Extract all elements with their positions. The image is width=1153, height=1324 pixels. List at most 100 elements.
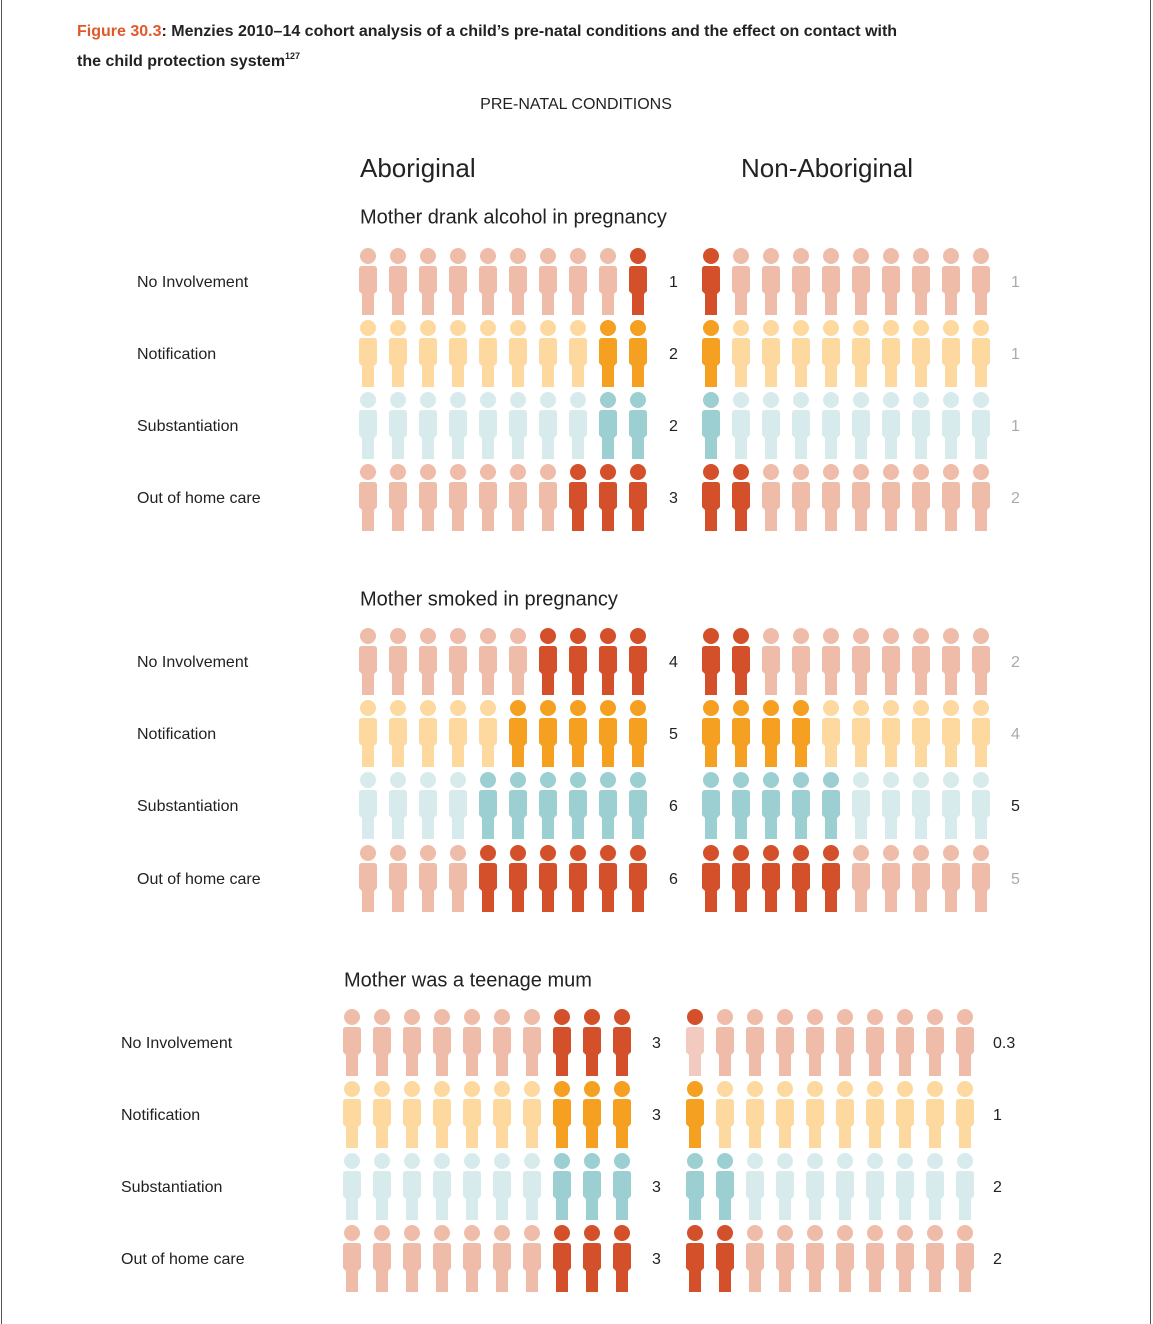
icon-head [943,700,959,716]
icon-head [524,1009,540,1025]
icon-body [343,1027,361,1076]
icon-body [822,646,840,695]
icon-head [524,1081,540,1097]
icon-head [927,1225,943,1241]
icon-head [747,1009,763,1025]
icon-head [450,772,466,788]
icon-body [419,718,437,767]
value-label: 1 [1011,346,1020,363]
icon-head [600,845,616,861]
icon-head [807,1225,823,1241]
icon-head [420,628,436,644]
icon-head [763,392,779,408]
icon-body [686,1243,704,1292]
icon-head [450,392,466,408]
icon-head [943,464,959,480]
icon-head [390,392,406,408]
value-label: 3 [652,1251,661,1268]
icon-head [837,1081,853,1097]
icon-head [584,1153,600,1169]
icon-row-base [343,1225,541,1292]
icon-body [956,1171,974,1220]
icon-body [866,1171,884,1220]
icon-head [717,1081,733,1097]
panel-title: Mother was a teenage mum [344,969,592,991]
icon-body [762,646,780,695]
icon-head [584,1081,600,1097]
icon-head [420,772,436,788]
icon-body [389,482,407,531]
icon-body [776,1171,794,1220]
icon-body [912,410,930,459]
icon-head [614,1081,630,1097]
icon-body [836,1243,854,1292]
icon-body [686,1171,704,1220]
icon-body [419,863,437,912]
icon-head [777,1153,793,1169]
icon-body [539,718,557,767]
icon-body [716,1243,734,1292]
icon-body [912,790,930,839]
highlighted-icons [479,845,647,912]
icon-head [943,392,959,408]
footnote: 127 [285,51,300,61]
icon-head [913,700,929,716]
panel-title: Mother smoked in pregnancy [360,588,618,610]
icon-head [687,1081,703,1097]
icon-row-base [343,1081,541,1148]
icon-head [747,1081,763,1097]
icon-body [836,1171,854,1220]
value-label: 1 [1011,274,1020,291]
icon-head [600,392,616,408]
icon-head [703,392,719,408]
icon-head [747,1153,763,1169]
icon-body [599,790,617,839]
icon-head [747,1225,763,1241]
icon-head [733,248,749,264]
icon-head [630,772,646,788]
icon-body [569,482,587,531]
icon-body [792,482,810,531]
icon-body [762,482,780,531]
icon-body [583,1099,601,1148]
icon-body [942,410,960,459]
subtitle: PRE-NATAL CONDITIONS [480,96,672,113]
icon-head [344,1225,360,1241]
icon-body [896,1243,914,1292]
icon-body [629,863,647,912]
icon-body [882,482,900,531]
icon-head [913,628,929,644]
value-label: 5 [1011,798,1020,815]
icon-body [539,482,557,531]
icon-head [630,845,646,861]
icon-body [479,410,497,459]
icon-head [450,628,466,644]
icon-body [972,790,990,839]
panel-title: Mother drank alcohol in pregnancy [360,206,667,228]
icon-head [733,320,749,336]
icon-body [463,1099,481,1148]
icon-body [359,410,377,459]
icon-head [584,1009,600,1025]
icon-head [360,248,376,264]
icon-body [479,482,497,531]
icon-body [479,718,497,767]
value-label: 1 [993,1107,1002,1124]
icon-head [897,1225,913,1241]
icon-row-base [359,700,497,767]
icon-body [852,482,870,531]
icon-head [360,320,376,336]
icon-head [554,1009,570,1025]
icon-head [733,700,749,716]
icon-body [852,646,870,695]
icon-body [716,1171,734,1220]
icon-body [389,410,407,459]
value-label: 2 [1011,654,1020,671]
icon-head [763,628,779,644]
icon-head [883,248,899,264]
icon-body [732,266,750,315]
icon-body [852,790,870,839]
icon-head [973,772,989,788]
icon-body [599,863,617,912]
